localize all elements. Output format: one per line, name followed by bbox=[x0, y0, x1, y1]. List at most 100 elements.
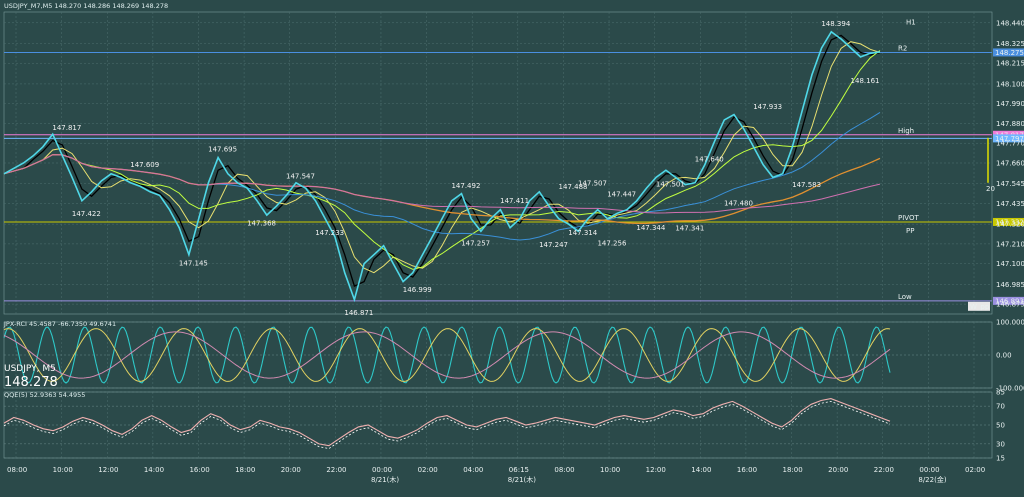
y-tick-label: 147.210 bbox=[996, 240, 1024, 248]
x-tick-label: 16:00 bbox=[189, 466, 209, 474]
x-tick-label: 12:00 bbox=[98, 466, 118, 474]
price-annotation-label: 147.422 bbox=[72, 210, 101, 218]
x-date-label: 8/21(木) bbox=[371, 475, 399, 484]
level-price-label: 147.797 bbox=[995, 135, 1024, 143]
y-tick-label: 148.325 bbox=[996, 40, 1024, 48]
qqe-line bbox=[3, 398, 891, 447]
x-tick-label: 02:00 bbox=[418, 466, 438, 474]
y-tick-label: 148.215 bbox=[996, 60, 1024, 68]
price-annotation-label: 147.411 bbox=[500, 197, 529, 205]
price-annotation-label: 147.247 bbox=[539, 241, 568, 249]
level-price-tag bbox=[993, 217, 1024, 226]
level-price-tag bbox=[993, 134, 1024, 143]
level-tag-label: R2 bbox=[898, 44, 907, 52]
x-tick-label: 10:00 bbox=[600, 466, 620, 474]
osc2-tick-label: 30 bbox=[996, 440, 1005, 448]
price-annotation-label: 147.817 bbox=[52, 124, 81, 132]
price-annotation-label: 147.695 bbox=[208, 146, 237, 154]
chart-header: USDJPY_M7,M5 148.270 148.286 148.269 148… bbox=[4, 2, 168, 10]
y-tick-label: 148.440 bbox=[996, 19, 1024, 27]
price-annotation-label: 147.341 bbox=[675, 224, 704, 232]
x-tick-label: 02:00 bbox=[965, 466, 985, 474]
price-annotation-label: 147.640 bbox=[695, 156, 724, 164]
y-tick-label: 147.100 bbox=[996, 260, 1024, 268]
price-annotation-label: 147.492 bbox=[451, 182, 480, 190]
y-tick-label: 146.875 bbox=[996, 301, 1024, 309]
price-annotation-label: 146.999 bbox=[403, 286, 432, 294]
price-annotation-label: 147.501 bbox=[656, 181, 685, 189]
y-tick-label: 147.660 bbox=[996, 160, 1024, 168]
price-annotation-label: 147.488 bbox=[559, 183, 588, 191]
y-tick-label: 147.990 bbox=[996, 100, 1024, 108]
x-tick-label: 18:00 bbox=[235, 466, 255, 474]
pp-tag-label: PP bbox=[906, 227, 914, 235]
wpp-tag-box bbox=[968, 301, 990, 311]
price-annotation-label: 147.507 bbox=[578, 180, 607, 188]
price-annotation-label: 147.609 bbox=[130, 161, 159, 169]
x-tick-label: 12:00 bbox=[646, 466, 666, 474]
price-series bbox=[3, 30, 881, 303]
x-tick-label: 22:00 bbox=[874, 466, 894, 474]
x-date-label: 8/21(木) bbox=[508, 475, 536, 484]
osc1-tick-label: 0.00 bbox=[996, 352, 1012, 360]
x-tick-label: 08:00 bbox=[7, 466, 27, 474]
x-tick-label: 08:00 bbox=[554, 466, 574, 474]
x-tick-label: 14:00 bbox=[144, 466, 164, 474]
level-price-tag bbox=[993, 296, 1024, 305]
y-axis: 148.440 148.325 148.215 148.100 147.990 147.8… bbox=[996, 19, 1024, 308]
level-tag-label: PIVOT bbox=[898, 214, 919, 222]
level-price-label: 148.275 bbox=[995, 49, 1024, 57]
price-annotation-label: 147.256 bbox=[597, 240, 626, 248]
x-tick-label: 10:00 bbox=[53, 466, 73, 474]
rci-header: JPX-RCI 45.4587 -66.7350 49.6741 bbox=[3, 320, 116, 328]
range-label: 20 bbox=[986, 185, 995, 193]
x-tick-label: 04:00 bbox=[463, 466, 483, 474]
x-tick-label: 00:00 bbox=[372, 466, 392, 474]
x-tick-label: 00:00 bbox=[919, 466, 939, 474]
qqe-oscillator-panel: 85 70 50 30 15 bbox=[3, 389, 1005, 463]
price-annotation-label: 148.394 bbox=[821, 20, 850, 28]
y-tick-label: 148.100 bbox=[996, 80, 1024, 88]
x-tick-label: 20:00 bbox=[281, 466, 301, 474]
price-annotation-label: 147.314 bbox=[568, 229, 597, 237]
level-lines: 148.275 R2 147.817 High 147.797 147.332 PIVOT 1… bbox=[4, 19, 1024, 311]
ma-line-yellow bbox=[3, 41, 881, 274]
price-annotation-label: 148.161 bbox=[851, 77, 880, 85]
osc2-tick-label: 50 bbox=[996, 422, 1005, 430]
price-annotation-label: 147.583 bbox=[792, 181, 821, 189]
price-annotation-label: 147.447 bbox=[607, 190, 636, 198]
current-price-label: 148.278 bbox=[4, 375, 58, 390]
osc2-tick-label: 85 bbox=[996, 389, 1005, 397]
qqe-signal-line bbox=[3, 400, 891, 450]
osc2-tick-label: 15 bbox=[996, 455, 1005, 463]
ma-line-pink bbox=[3, 154, 881, 214]
y-tick-label: 147.435 bbox=[996, 200, 1024, 208]
x-axis: 08:00 10:00 12:00 14:00 16:00 18:00 20:00 22:00… bbox=[7, 466, 985, 484]
h1-tag-label: H1 bbox=[906, 19, 916, 27]
price-line bbox=[3, 30, 881, 303]
level-tag-label: High bbox=[898, 127, 914, 135]
y-tick-label: 146.985 bbox=[996, 281, 1024, 289]
x-tick-label: 20:00 bbox=[828, 466, 848, 474]
price-annotation-label: 147.368 bbox=[247, 219, 276, 227]
rci-mid-line bbox=[3, 328, 891, 382]
price-annotation-label: 147.547 bbox=[286, 172, 315, 180]
y-tick-label: 147.770 bbox=[996, 140, 1024, 148]
x-tick-label: 22:00 bbox=[326, 466, 346, 474]
y-tick-label: 147.545 bbox=[996, 180, 1024, 188]
price-annotation-label: 146.871 bbox=[344, 309, 373, 317]
osc2-tick-label: 70 bbox=[996, 403, 1005, 411]
level-tag-label: Low bbox=[898, 293, 912, 301]
level-price-label: 146.893 bbox=[995, 297, 1024, 305]
y-tick-label: 147.320 bbox=[996, 221, 1024, 229]
price-annotations: 147.817 147.422 147.609 147.145 147.695 147.3… bbox=[52, 20, 879, 317]
price-annotation-label: 147.233 bbox=[315, 229, 344, 237]
price-annotation-label: 147.257 bbox=[461, 239, 490, 247]
x-tick-label: 14:00 bbox=[691, 466, 711, 474]
